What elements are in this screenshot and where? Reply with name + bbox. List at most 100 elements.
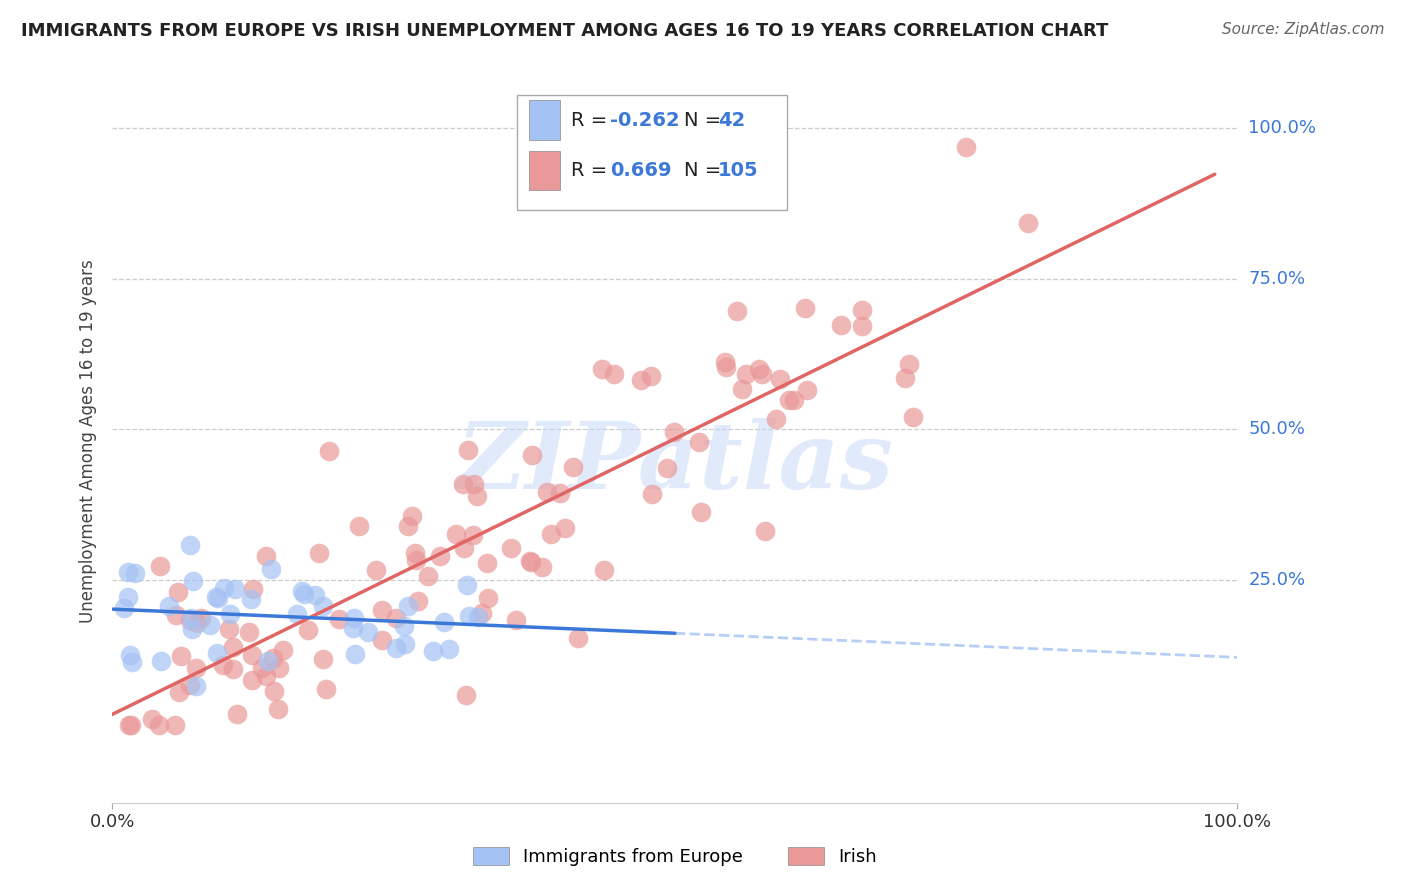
- Point: [540, 526, 562, 541]
- Point: [343, 611, 366, 625]
- Point: [256, 654, 278, 668]
- Point: [783, 392, 806, 407]
- Text: IMMIGRANTS FROM EUROPE VS IRISH UNEMPLOYMENT AMONG AGES 16 TO 19 YEARS CORRELATI: IMMIGRANTS FROM EUROPE VS IRISH UNEMPLOY…: [21, 22, 1108, 40]
- Point: [630, 373, 652, 387]
- Point: [207, 591, 229, 605]
- Point: [180, 611, 202, 625]
- Point: [269, 661, 291, 675]
- Point: [240, 591, 263, 606]
- Point: [725, 304, 748, 318]
- Point: [292, 587, 315, 601]
- Point: [461, 528, 484, 542]
- Point: [112, 601, 135, 615]
- Point: [181, 574, 204, 588]
- Point: [748, 362, 770, 376]
- Point: [463, 477, 485, 491]
- Point: [267, 702, 290, 716]
- Point: [167, 685, 190, 699]
- Point: [416, 568, 439, 582]
- Point: [222, 662, 245, 676]
- Point: [602, 367, 624, 381]
- Text: 42: 42: [717, 111, 745, 129]
- Point: [347, 519, 370, 533]
- Point: [453, 541, 475, 556]
- Text: 0.669: 0.669: [610, 161, 671, 180]
- Point: [392, 619, 415, 633]
- Point: [765, 412, 787, 426]
- Point: [454, 688, 477, 702]
- Point: [731, 382, 754, 396]
- Point: [315, 681, 337, 696]
- Point: [118, 717, 141, 731]
- Point: [124, 566, 146, 580]
- Point: [520, 555, 543, 569]
- Point: [165, 717, 187, 731]
- Point: [396, 519, 419, 533]
- Point: [530, 559, 553, 574]
- Point: [186, 616, 208, 631]
- Point: [357, 625, 380, 640]
- Point: [519, 554, 541, 568]
- Point: [260, 562, 283, 576]
- Point: [520, 449, 543, 463]
- Point: [117, 566, 139, 580]
- Point: [406, 594, 429, 608]
- Point: [955, 140, 977, 154]
- Point: [179, 678, 201, 692]
- Point: [713, 355, 735, 369]
- Point: [218, 623, 240, 637]
- Point: [205, 590, 228, 604]
- Point: [343, 647, 366, 661]
- Point: [830, 318, 852, 333]
- Point: [405, 552, 427, 566]
- Point: [1017, 216, 1039, 230]
- Text: R =: R =: [571, 111, 614, 129]
- Point: [254, 669, 277, 683]
- Point: [593, 563, 616, 577]
- Point: [567, 632, 589, 646]
- Point: [184, 661, 207, 675]
- Point: [657, 461, 679, 475]
- Point: [505, 613, 527, 627]
- Text: Source: ZipAtlas.com: Source: ZipAtlas.com: [1222, 22, 1385, 37]
- Point: [689, 505, 711, 519]
- Point: [851, 303, 873, 318]
- Point: [754, 524, 776, 538]
- Point: [640, 369, 662, 384]
- Point: [499, 541, 522, 555]
- Point: [751, 367, 773, 381]
- Point: [477, 591, 499, 606]
- Point: [318, 443, 340, 458]
- Text: 25.0%: 25.0%: [1249, 571, 1306, 589]
- Point: [242, 582, 264, 597]
- Point: [404, 547, 426, 561]
- Point: [437, 642, 460, 657]
- Point: [263, 684, 285, 698]
- Point: [117, 590, 139, 604]
- Point: [308, 546, 330, 560]
- Point: [179, 613, 201, 627]
- Point: [901, 409, 924, 424]
- Point: [778, 393, 800, 408]
- Legend: Immigrants from Europe, Irish: Immigrants from Europe, Irish: [465, 839, 884, 873]
- Text: -0.262: -0.262: [610, 111, 679, 129]
- Point: [342, 621, 364, 635]
- Point: [384, 641, 406, 656]
- Point: [384, 611, 406, 625]
- Point: [851, 318, 873, 333]
- Point: [396, 599, 419, 614]
- Point: [894, 371, 917, 385]
- Point: [471, 606, 494, 620]
- Point: [457, 442, 479, 457]
- Bar: [529, 100, 560, 140]
- Point: [219, 607, 242, 621]
- Text: R =: R =: [571, 161, 614, 180]
- Point: [211, 657, 233, 672]
- Point: [271, 643, 294, 657]
- Point: [170, 649, 193, 664]
- Point: [157, 599, 180, 613]
- Point: [121, 655, 143, 669]
- Point: [304, 588, 326, 602]
- Bar: [529, 151, 560, 191]
- Point: [222, 640, 245, 655]
